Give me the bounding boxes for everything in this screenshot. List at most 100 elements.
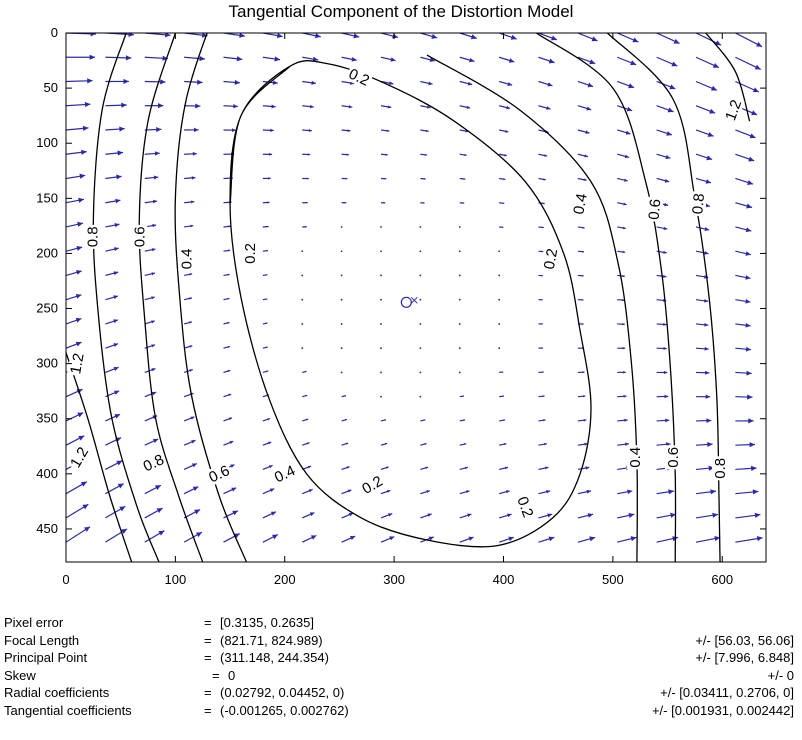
arrow-head (194, 509, 201, 515)
distortion-arrow (577, 299, 584, 301)
arrow-head (308, 489, 313, 493)
arrow-head (151, 368, 156, 372)
distortion-arrow (223, 297, 230, 301)
distortion-arrow (183, 369, 193, 374)
param-equals: = (212, 667, 220, 683)
arrow-head (583, 418, 587, 422)
arrow-head (508, 536, 514, 542)
arrow-head (231, 128, 236, 133)
distortion-arrow (301, 323, 304, 325)
distortion-arrow (617, 442, 630, 447)
distortion-arrow (302, 488, 313, 495)
distortion-arrow (262, 104, 276, 109)
x-axis-ticks: 0 100 200 300 400 500 600 (62, 33, 733, 587)
arrow-head (81, 149, 87, 155)
distortion-arrow (617, 371, 626, 374)
y-tick-label: 100 (36, 135, 58, 150)
distortion-arrow (380, 395, 382, 398)
contour-label-text: 0.6 (665, 447, 682, 468)
arrow-head (116, 174, 122, 180)
arrow-head (632, 37, 639, 43)
arrow-head (128, 33, 134, 38)
arrow-head (467, 513, 472, 518)
arrow-head (305, 394, 308, 397)
distortion-arrow (419, 298, 422, 301)
distortion-arrow (656, 512, 677, 519)
arrow-head (704, 298, 709, 303)
arrow-head (227, 249, 231, 252)
distortion-arrow (105, 102, 127, 108)
distortion-arrow (380, 177, 387, 180)
arrow-head (348, 512, 354, 517)
arrow-head (119, 126, 125, 132)
distortion-arrow (458, 371, 461, 374)
contour-label-text: 0.6 (646, 198, 665, 220)
distortion-arrow (420, 513, 432, 519)
distortion-arrow (105, 437, 122, 446)
arrow-head (587, 82, 594, 88)
arrow-head (746, 370, 752, 376)
distortion-arrow (538, 56, 555, 64)
distortion-arrow (695, 153, 713, 161)
param-equals: = (204, 702, 212, 718)
arrow-head (160, 79, 166, 85)
distortion-arrow (538, 299, 543, 301)
arrow-head (622, 347, 626, 350)
distortion-arrow (695, 465, 715, 471)
contour-label-bg (645, 196, 664, 222)
arrow-head (705, 394, 711, 399)
distortion-arrow (262, 250, 268, 252)
arrow-head (541, 347, 544, 349)
arrow-head (423, 202, 425, 204)
arrow-head (581, 323, 584, 325)
distortion-arrow (656, 226, 668, 231)
arrow-head (425, 129, 429, 133)
distortion-arrow (617, 177, 628, 182)
param-row-focal-length: Focal Length = (821.71, 824.989) +/- [56… (4, 632, 800, 650)
distortion-arrow (577, 105, 592, 111)
arrow-head (158, 530, 165, 536)
arrow-head (505, 129, 509, 133)
arrow-dot (301, 347, 304, 350)
distortion-arrow (499, 153, 507, 157)
arrow-head (502, 202, 505, 204)
arrow-head (745, 251, 751, 256)
distortion-arrow (302, 394, 308, 398)
distortion-arrow (66, 481, 88, 495)
distortion-arrow (105, 126, 125, 132)
arrow-head (751, 110, 758, 116)
arrow-head (344, 395, 346, 397)
arrow-head (386, 129, 390, 133)
arrow-head (462, 202, 465, 204)
arrow-head (705, 370, 710, 375)
distortion-arrow (459, 466, 468, 471)
arrow-dot (380, 274, 382, 277)
arrow-head (756, 41, 763, 47)
arrow-head (623, 394, 627, 398)
distortion-arrow (301, 347, 304, 350)
distortion-arrow (223, 369, 231, 374)
arrow-head (346, 466, 350, 469)
arrow-head (501, 226, 504, 228)
arrow-dot (419, 250, 422, 253)
distortion-arrow (498, 323, 501, 325)
arrow-dot (340, 250, 343, 253)
arrow-head (704, 346, 709, 351)
arrow-head (276, 33, 283, 39)
arrow-head (468, 536, 474, 541)
arrow-head (114, 247, 119, 252)
arrow-dot (301, 274, 304, 277)
distortion-arrow (656, 153, 671, 160)
arrow-head (197, 79, 203, 85)
distortion-arrow (184, 273, 193, 277)
arrow-head (625, 130, 631, 135)
distortion-arrow (302, 104, 314, 109)
distortion-arrow (341, 33, 360, 39)
distortion-arrow (184, 224, 194, 228)
arrow-head (751, 465, 757, 471)
distortion-arrow (302, 33, 321, 39)
arrow-head (89, 54, 96, 60)
arrow-head (392, 33, 399, 39)
arrow-head (230, 464, 235, 468)
distortion-arrow (695, 346, 709, 351)
